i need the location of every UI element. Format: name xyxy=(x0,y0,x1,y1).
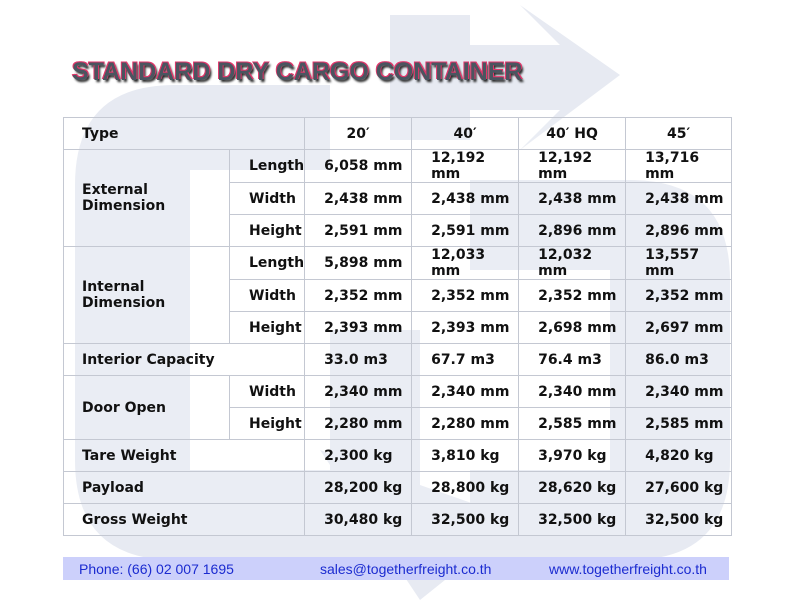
row-sub-label: Length xyxy=(228,246,306,280)
value-cell: 2,352 mm xyxy=(625,279,733,312)
value-cell: 13,557 mm xyxy=(625,246,733,280)
value-cell: 6,058 mm xyxy=(304,149,413,183)
value-cell: 86.0 m3 xyxy=(625,343,733,376)
value-cell: 30,480 kg xyxy=(304,503,413,536)
value-cell: 28,200 kg xyxy=(304,471,413,504)
table-row: Tare Weight 2,300 kg 3,810 kg 3,970 kg 4,820… xyxy=(62,439,733,472)
row-group-label: Gross Weight xyxy=(62,503,306,536)
email-link[interactable]: sales@togetherfreight.co.th xyxy=(320,561,492,577)
value-cell: 4,820 kg xyxy=(625,439,733,472)
value-cell: 2,591 mm xyxy=(411,214,520,247)
row-group-label: Tare Weight xyxy=(62,439,306,472)
table-row: Door Open Width 2,340 mm 2,340 mm 2,340 mm 2,… xyxy=(63,375,733,440)
value-cell: 2,352 mm xyxy=(518,279,627,312)
col-header: 40′ HQ xyxy=(518,117,627,150)
value-cell: 2,438 mm xyxy=(304,182,413,215)
table-row: Height 2,393 mm 2,393 mm 2,698 mm 2,697 mm xyxy=(64,311,733,344)
value-cell: 2,280 mm xyxy=(411,407,520,440)
table-row: Payload 28,200 kg 28,800 kg 28,620 kg 27,600… xyxy=(62,471,733,504)
value-cell: 32,500 kg xyxy=(411,503,520,536)
value-cell: 5,898 mm xyxy=(304,246,413,280)
value-cell: 2,340 mm xyxy=(518,375,627,408)
table-row: Internal Dimension Length 5,898 mm 12,033 m… xyxy=(63,246,733,344)
col-header: 45′ xyxy=(625,117,733,150)
value-cell: 2,438 mm xyxy=(625,182,733,215)
col-header: 20′ xyxy=(304,117,413,150)
header-row: Type 20′ 40′ 40′ HQ 45′ xyxy=(62,117,733,150)
row-sub-label: Height xyxy=(228,214,306,247)
value-cell: 28,620 kg xyxy=(518,471,627,504)
row-sub-label: Width xyxy=(228,279,306,312)
phone-text: Phone: (66) 02 007 1695 xyxy=(79,561,234,577)
value-cell: 2,591 mm xyxy=(304,214,413,247)
row-group-label: External Dimension xyxy=(63,149,230,247)
container-spec-table: Type 20′ 40′ 40′ HQ 45′ External Dimensi… xyxy=(62,117,733,536)
col-header: 40′ xyxy=(411,117,520,150)
value-cell: 33.0 m3 xyxy=(304,343,413,376)
table-row: Height 2,591 mm 2,591 mm 2,896 mm 2,896 mm xyxy=(64,214,733,247)
value-cell: 2,698 mm xyxy=(518,311,627,344)
value-cell: 2,585 mm xyxy=(518,407,627,440)
value-cell: 76.4 m3 xyxy=(518,343,627,376)
row-sub-label: Height xyxy=(228,407,306,440)
value-cell: 2,280 mm xyxy=(304,407,413,440)
value-cell: 2,340 mm xyxy=(625,375,733,408)
value-cell: 2,896 mm xyxy=(518,214,627,247)
table-row: Width 2,352 mm 2,352 mm 2,352 mm 2,352 mm xyxy=(64,279,733,312)
value-cell: 2,393 mm xyxy=(411,311,520,344)
value-cell: 28,800 kg xyxy=(411,471,520,504)
value-cell: 2,300 kg xyxy=(304,439,413,472)
row-sub-label: Width xyxy=(228,182,306,215)
row-sub-label: Height xyxy=(228,311,306,344)
row-group-label: Door Open xyxy=(63,375,230,440)
value-cell: 2,585 mm xyxy=(625,407,733,440)
page-title: STANDARD DRY CARGO CONTAINER xyxy=(72,58,523,86)
row-sub-label: Length xyxy=(228,149,306,183)
value-cell: 2,896 mm xyxy=(625,214,733,247)
table-row: Width 2,438 mm 2,438 mm 2,438 mm 2,438 mm xyxy=(64,182,733,215)
table-row: Interior Capacity 33.0 m3 67.7 m3 76.4 m3 86… xyxy=(62,343,733,376)
type-header: Type xyxy=(62,117,306,150)
value-cell: 32,500 kg xyxy=(625,503,733,536)
value-cell: 3,810 kg xyxy=(411,439,520,472)
value-cell: 2,340 mm xyxy=(304,375,413,408)
row-group-label: Internal Dimension xyxy=(63,246,230,344)
value-cell: 2,352 mm xyxy=(304,279,413,312)
row-sub-label: Width xyxy=(228,375,306,408)
value-cell: 12,192 mm xyxy=(518,149,627,183)
website-link[interactable]: www.togetherfreight.co.th xyxy=(549,561,707,577)
value-cell: 2,352 mm xyxy=(411,279,520,312)
value-cell: 12,192 mm xyxy=(411,149,520,183)
value-cell: 2,697 mm xyxy=(625,311,733,344)
value-cell: 67.7 m3 xyxy=(411,343,520,376)
value-cell: 12,033 mm xyxy=(411,246,520,280)
table-row: External Dimension Length 6,058 mm 12,192 m… xyxy=(63,149,733,247)
value-cell: 2,340 mm xyxy=(411,375,520,408)
contact-footer: Phone: (66) 02 007 1695 sales@togetherfr… xyxy=(63,557,729,580)
table-row: Gross Weight 30,480 kg 32,500 kg 32,500 kg 3… xyxy=(62,503,733,536)
value-cell: 2,438 mm xyxy=(518,182,627,215)
value-cell: 2,438 mm xyxy=(411,182,520,215)
row-group-label: Interior Capacity xyxy=(62,343,306,376)
value-cell: 3,970 kg xyxy=(518,439,627,472)
value-cell: 12,032 mm xyxy=(518,246,627,280)
value-cell: 27,600 kg xyxy=(625,471,733,504)
value-cell: 32,500 kg xyxy=(518,503,627,536)
row-group-label: Payload xyxy=(62,471,306,504)
value-cell: 2,393 mm xyxy=(304,311,413,344)
value-cell: 13,716 mm xyxy=(625,149,733,183)
